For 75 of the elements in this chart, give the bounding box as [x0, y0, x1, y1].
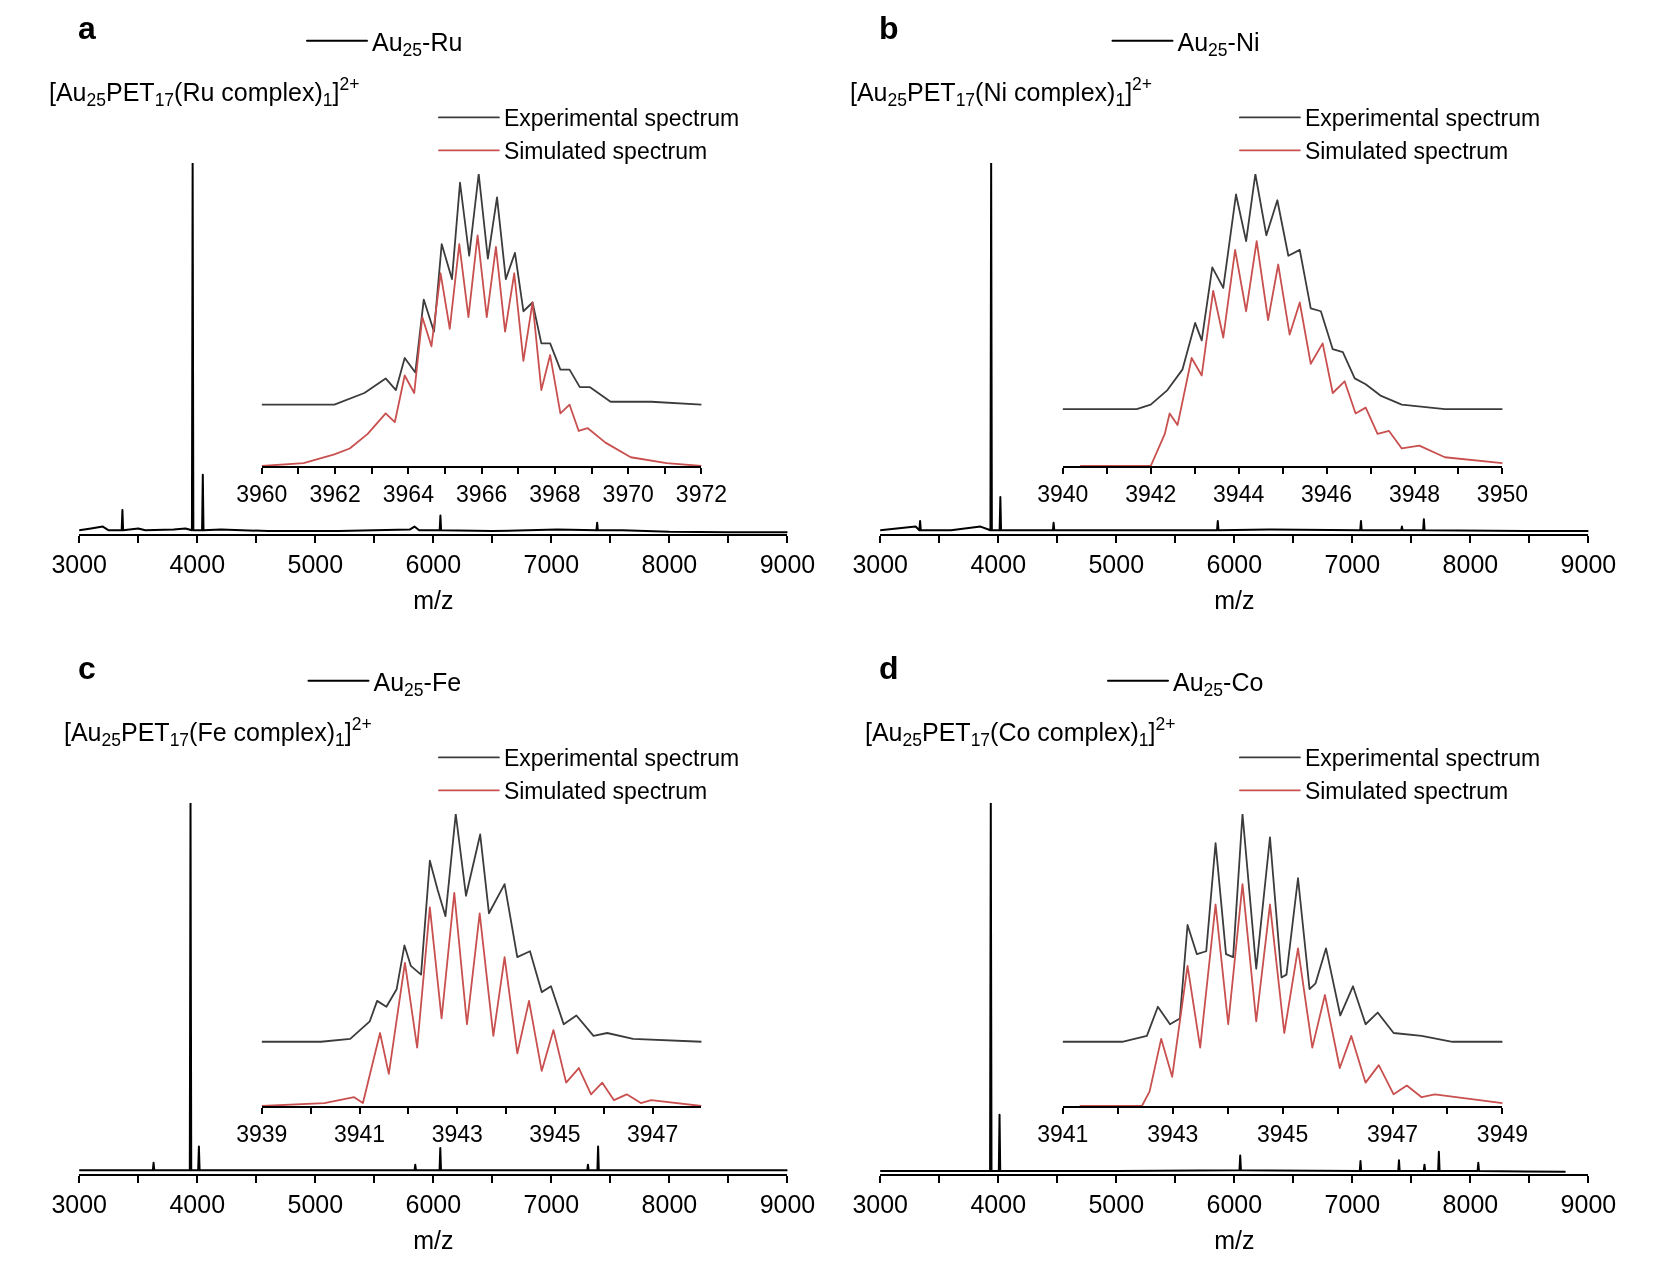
- x-tick-label: 3944: [1213, 480, 1265, 507]
- x-tick-label: 3947: [627, 1120, 679, 1147]
- legend-label: Simulated spectrum: [503, 138, 708, 165]
- x-tick-label: 3941: [1037, 1120, 1089, 1147]
- x-tick-label: 6000: [1206, 1190, 1263, 1218]
- x-tick-label: 7000: [1324, 1190, 1381, 1218]
- x-tick-label: 8000: [641, 1190, 698, 1218]
- x-tick-label: 3939: [236, 1120, 288, 1147]
- x-tick-label: 9000: [1560, 1190, 1617, 1218]
- x-tick-label: 7000: [523, 550, 580, 578]
- x-tick-label: 3960: [236, 480, 288, 507]
- x-tick-label: 4000: [970, 1190, 1027, 1218]
- x-tick-label: 3964: [382, 480, 435, 507]
- x-tick-label: 9000: [759, 550, 816, 578]
- legend-label: Au$_{25}$-Fe: [373, 667, 462, 700]
- x-tick-label: 3968: [529, 480, 581, 507]
- x-tick-label: 5000: [287, 550, 344, 578]
- x-tick-label: 4000: [970, 550, 1027, 578]
- chart-title: a: [78, 10, 96, 46]
- x-tick-label: 8000: [641, 550, 698, 578]
- x-tick-label: 3966: [456, 480, 508, 507]
- legend-label: Simulated spectrum: [1304, 778, 1509, 805]
- x-tick-label: 6000: [1206, 550, 1263, 578]
- x-tick-label: 5000: [287, 1190, 344, 1218]
- text: [Au$_{25}$PET$_{17}$(Co complex)$_{1}$]$^{2+}$: [865, 714, 1176, 750]
- chart-title: c: [78, 650, 96, 686]
- x-axis-title: m/z: [413, 1225, 454, 1254]
- legend-label: Au$_{25}$-Ni: [1177, 27, 1260, 60]
- x-tick-label: 3943: [431, 1120, 483, 1147]
- x-tick-label: 3945: [529, 1120, 581, 1147]
- x-axis-title: m/z: [1214, 1225, 1255, 1254]
- text: [Au$_{25}$PET$_{17}$(Ni complex)$_{1}$]$^{2+}$: [850, 74, 1153, 110]
- x-tick-label: 9000: [759, 1190, 816, 1218]
- x-axis-title: m/z: [413, 585, 454, 614]
- x-tick-label: 3000: [852, 550, 908, 578]
- x-tick-label: 3962: [309, 480, 361, 507]
- x-tick-label: 6000: [405, 1190, 462, 1218]
- x-tick-label: 3948: [1388, 480, 1441, 507]
- x-tick-label: 8000: [1442, 1190, 1499, 1218]
- x-tick-label: 4000: [169, 550, 226, 578]
- x-tick-label: 7000: [1324, 550, 1381, 578]
- legend-label: Experimental spectrum: [503, 745, 740, 772]
- x-tick-label: 3970: [602, 480, 654, 507]
- x-tick-label: 9000: [1560, 550, 1617, 578]
- x-tick-label: 5000: [1088, 1190, 1145, 1218]
- chart-title: d: [879, 650, 899, 686]
- legend-label: Au$_{25}$-Co: [1173, 667, 1264, 700]
- x-tick-label: 4000: [169, 1190, 226, 1218]
- x-tick-label: 3940: [1037, 480, 1089, 507]
- x-tick-label: 3950: [1476, 480, 1529, 507]
- x-axis-title: m/z: [1214, 585, 1255, 614]
- legend-label: Simulated spectrum: [503, 778, 708, 805]
- chart-title: b: [879, 10, 899, 46]
- x-tick-label: 3000: [51, 550, 108, 578]
- x-tick-label: 3949: [1476, 1120, 1529, 1147]
- x-tick-label: 7000: [523, 1190, 580, 1218]
- legend-label: Simulated spectrum: [1304, 138, 1509, 165]
- x-tick-label: 3972: [675, 480, 728, 507]
- legend-label: Experimental spectrum: [1304, 745, 1541, 772]
- x-tick-label: 3946: [1300, 480, 1353, 507]
- x-tick-label: 3943: [1147, 1120, 1199, 1147]
- legend-label: Experimental spectrum: [503, 105, 740, 132]
- x-tick-label: 6000: [405, 550, 462, 578]
- x-tick-label: 3945: [1257, 1120, 1309, 1147]
- text: [Au$_{25}$PET$_{17}$(Ru complex)$_{1}$]$^{2+}$: [49, 74, 360, 110]
- x-tick-label: 5000: [1088, 550, 1145, 578]
- x-tick-label: 3947: [1366, 1120, 1419, 1147]
- x-tick-label: 3941: [333, 1120, 386, 1147]
- x-tick-label: 3000: [852, 1190, 908, 1218]
- x-tick-label: 3942: [1125, 480, 1177, 507]
- text: [Au$_{25}$PET$_{17}$(Fe complex)$_{1}$]$^{2+}$: [64, 714, 372, 750]
- legend-label: Experimental spectrum: [1304, 105, 1541, 132]
- x-tick-label: 8000: [1442, 550, 1499, 578]
- x-tick-label: 3000: [51, 1190, 108, 1218]
- legend-label: Au$_{25}$-Ru: [372, 27, 463, 60]
